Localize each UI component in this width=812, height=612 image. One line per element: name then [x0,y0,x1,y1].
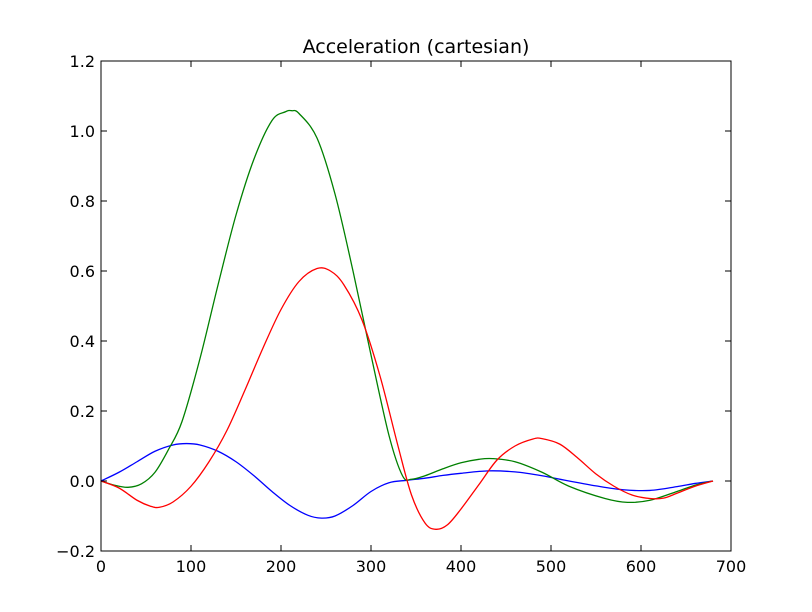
series-line-3 [100,267,714,530]
y-tick-label: 0.8 [70,192,95,211]
plot-frame [100,60,732,552]
x-tick-label: 200 [266,557,297,576]
y-tick-label: 1.0 [70,122,95,141]
x-tick-label: 700 [716,557,747,576]
y-tick-label: 0.4 [70,332,95,351]
y-tick-label: 1.2 [70,52,95,71]
y-tick-label: 0.0 [70,472,95,491]
x-tick-label: 300 [356,557,387,576]
y-tick-label: 0.6 [70,262,95,281]
series-line-2 [100,109,714,504]
x-axis-ticks: 0 100 200 300 400 500 600 700 [96,61,746,576]
x-tick-label: 600 [626,557,657,576]
x-tick-label: 500 [536,557,567,576]
plot-lines [100,109,714,530]
x-tick-label: 100 [176,557,207,576]
series-line-1 [100,442,714,519]
y-tick-label: −0.2 [56,542,95,561]
y-tick-label: 0.2 [70,402,95,421]
chart-title: Acceleration (cartesian) [303,36,530,58]
x-tick-label: 400 [446,557,477,576]
y-axis-ticks: −0.2 0.0 0.2 0.4 0.6 0.8 1.0 1.2 [56,52,731,561]
x-tick-label: 0 [96,557,106,576]
